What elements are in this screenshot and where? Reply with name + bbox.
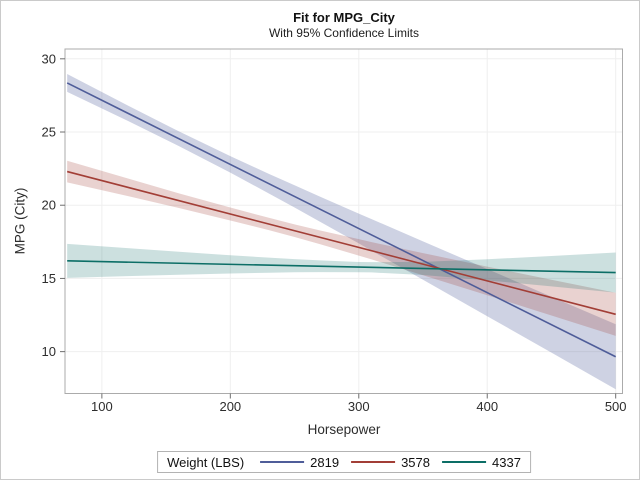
legend-item-4337: 4337 [442, 455, 521, 470]
x-tick-label: 200 [219, 399, 241, 414]
y-axis-label: MPG (City) [12, 187, 28, 255]
x-tick-label: 300 [348, 399, 370, 414]
confidence-band-2819 [67, 74, 616, 390]
x-tick-label: 100 [91, 399, 113, 414]
fit-line-2819 [66, 82, 617, 358]
legend-item-label: 4337 [492, 454, 521, 470]
fit-line-3578 [66, 170, 616, 316]
legend-line-swatch [442, 461, 486, 463]
plot-frame [64, 48, 623, 394]
y-tick-label: 20 [42, 198, 56, 213]
chart-subtitle: With 95% Confidence Limits [268, 26, 420, 40]
y-tick-label: 15 [42, 271, 56, 286]
confidence-band-4337 [67, 243, 616, 293]
legend-item-3578: 3578 [351, 455, 430, 470]
legend-items: 2819 3578 4337 [260, 455, 521, 470]
y-tick-label: 10 [42, 344, 56, 359]
legend-item-label: 2819 [310, 454, 340, 470]
x-axis-label: Horsepower [307, 422, 381, 437]
legend: Weight (LBS) 2819 3578 4337 [157, 451, 531, 473]
fit-line-4337 [67, 260, 616, 274]
x-tick-label: 500 [605, 399, 627, 414]
legend-line-swatch [351, 461, 396, 463]
legend-item-label: 3578 [401, 454, 430, 470]
chart-title: Fit for MPG_City [293, 10, 395, 25]
y-tick-label: 30 [42, 51, 56, 66]
confidence-band-3578 [67, 160, 616, 336]
legend-item-2819: 2819 [260, 455, 339, 470]
x-tick-label: 400 [476, 399, 498, 414]
y-tick-label: 25 [42, 125, 56, 140]
legend-title: Weight (LBS) [167, 454, 245, 470]
legend-line-swatch [260, 461, 305, 463]
